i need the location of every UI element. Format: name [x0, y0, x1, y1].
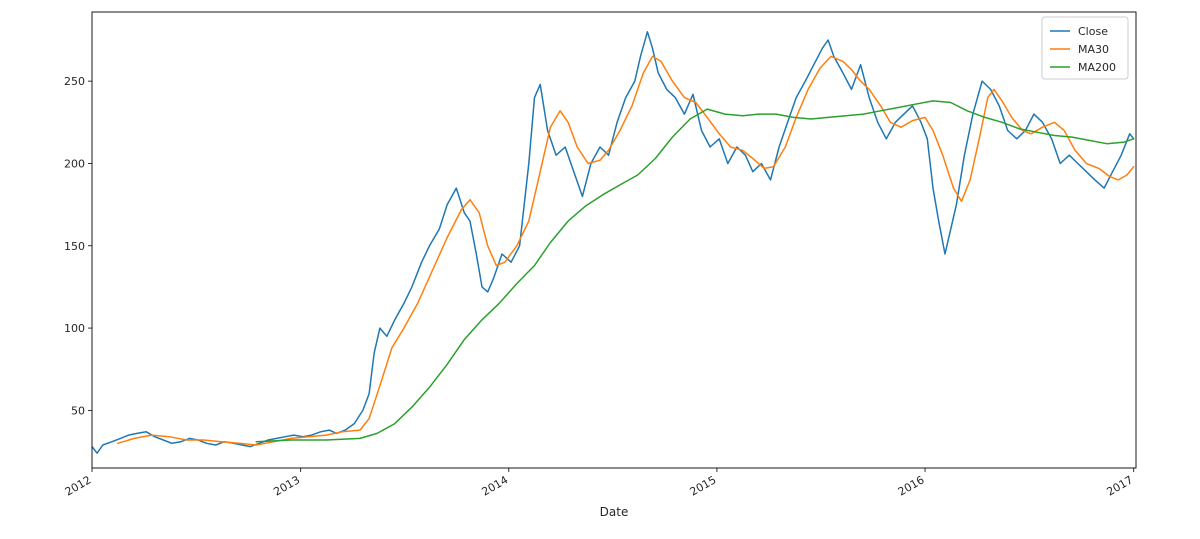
- legend-label-ma30: MA30: [1078, 43, 1109, 56]
- x-tick-label: 2013: [271, 473, 302, 498]
- y-tick-label: 50: [71, 404, 85, 417]
- x-tick-label: 2016: [896, 473, 927, 498]
- x-tick-label: 2017: [1104, 473, 1135, 498]
- legend-label-close: Close: [1078, 25, 1108, 38]
- plot-area-frame: [91, 11, 1137, 469]
- series-line-close: [92, 31, 1135, 454]
- x-tick-label: 2015: [688, 473, 719, 498]
- x-tick-label: 2012: [63, 473, 94, 498]
- legend: Close MA30 MA200: [1041, 16, 1129, 80]
- y-axis: 50 100 150 200 250: [64, 75, 92, 417]
- y-tick-label: 150: [64, 240, 85, 253]
- x-axis: 2012 2013 2014 2015 2016 2017: [63, 468, 1135, 499]
- x-tick-label: 2014: [480, 473, 511, 498]
- x-axis-label: Date: [600, 505, 629, 519]
- legend-box: [1041, 16, 1129, 80]
- legend-label-ma200: MA200: [1078, 61, 1116, 74]
- series-line-ma200: [255, 100, 1135, 443]
- series-layer: [92, 31, 1135, 454]
- series-line-ma30: [116, 55, 1135, 446]
- y-tick-label: 100: [64, 322, 85, 335]
- y-tick-label: 200: [64, 157, 85, 170]
- y-tick-label: 250: [64, 75, 85, 88]
